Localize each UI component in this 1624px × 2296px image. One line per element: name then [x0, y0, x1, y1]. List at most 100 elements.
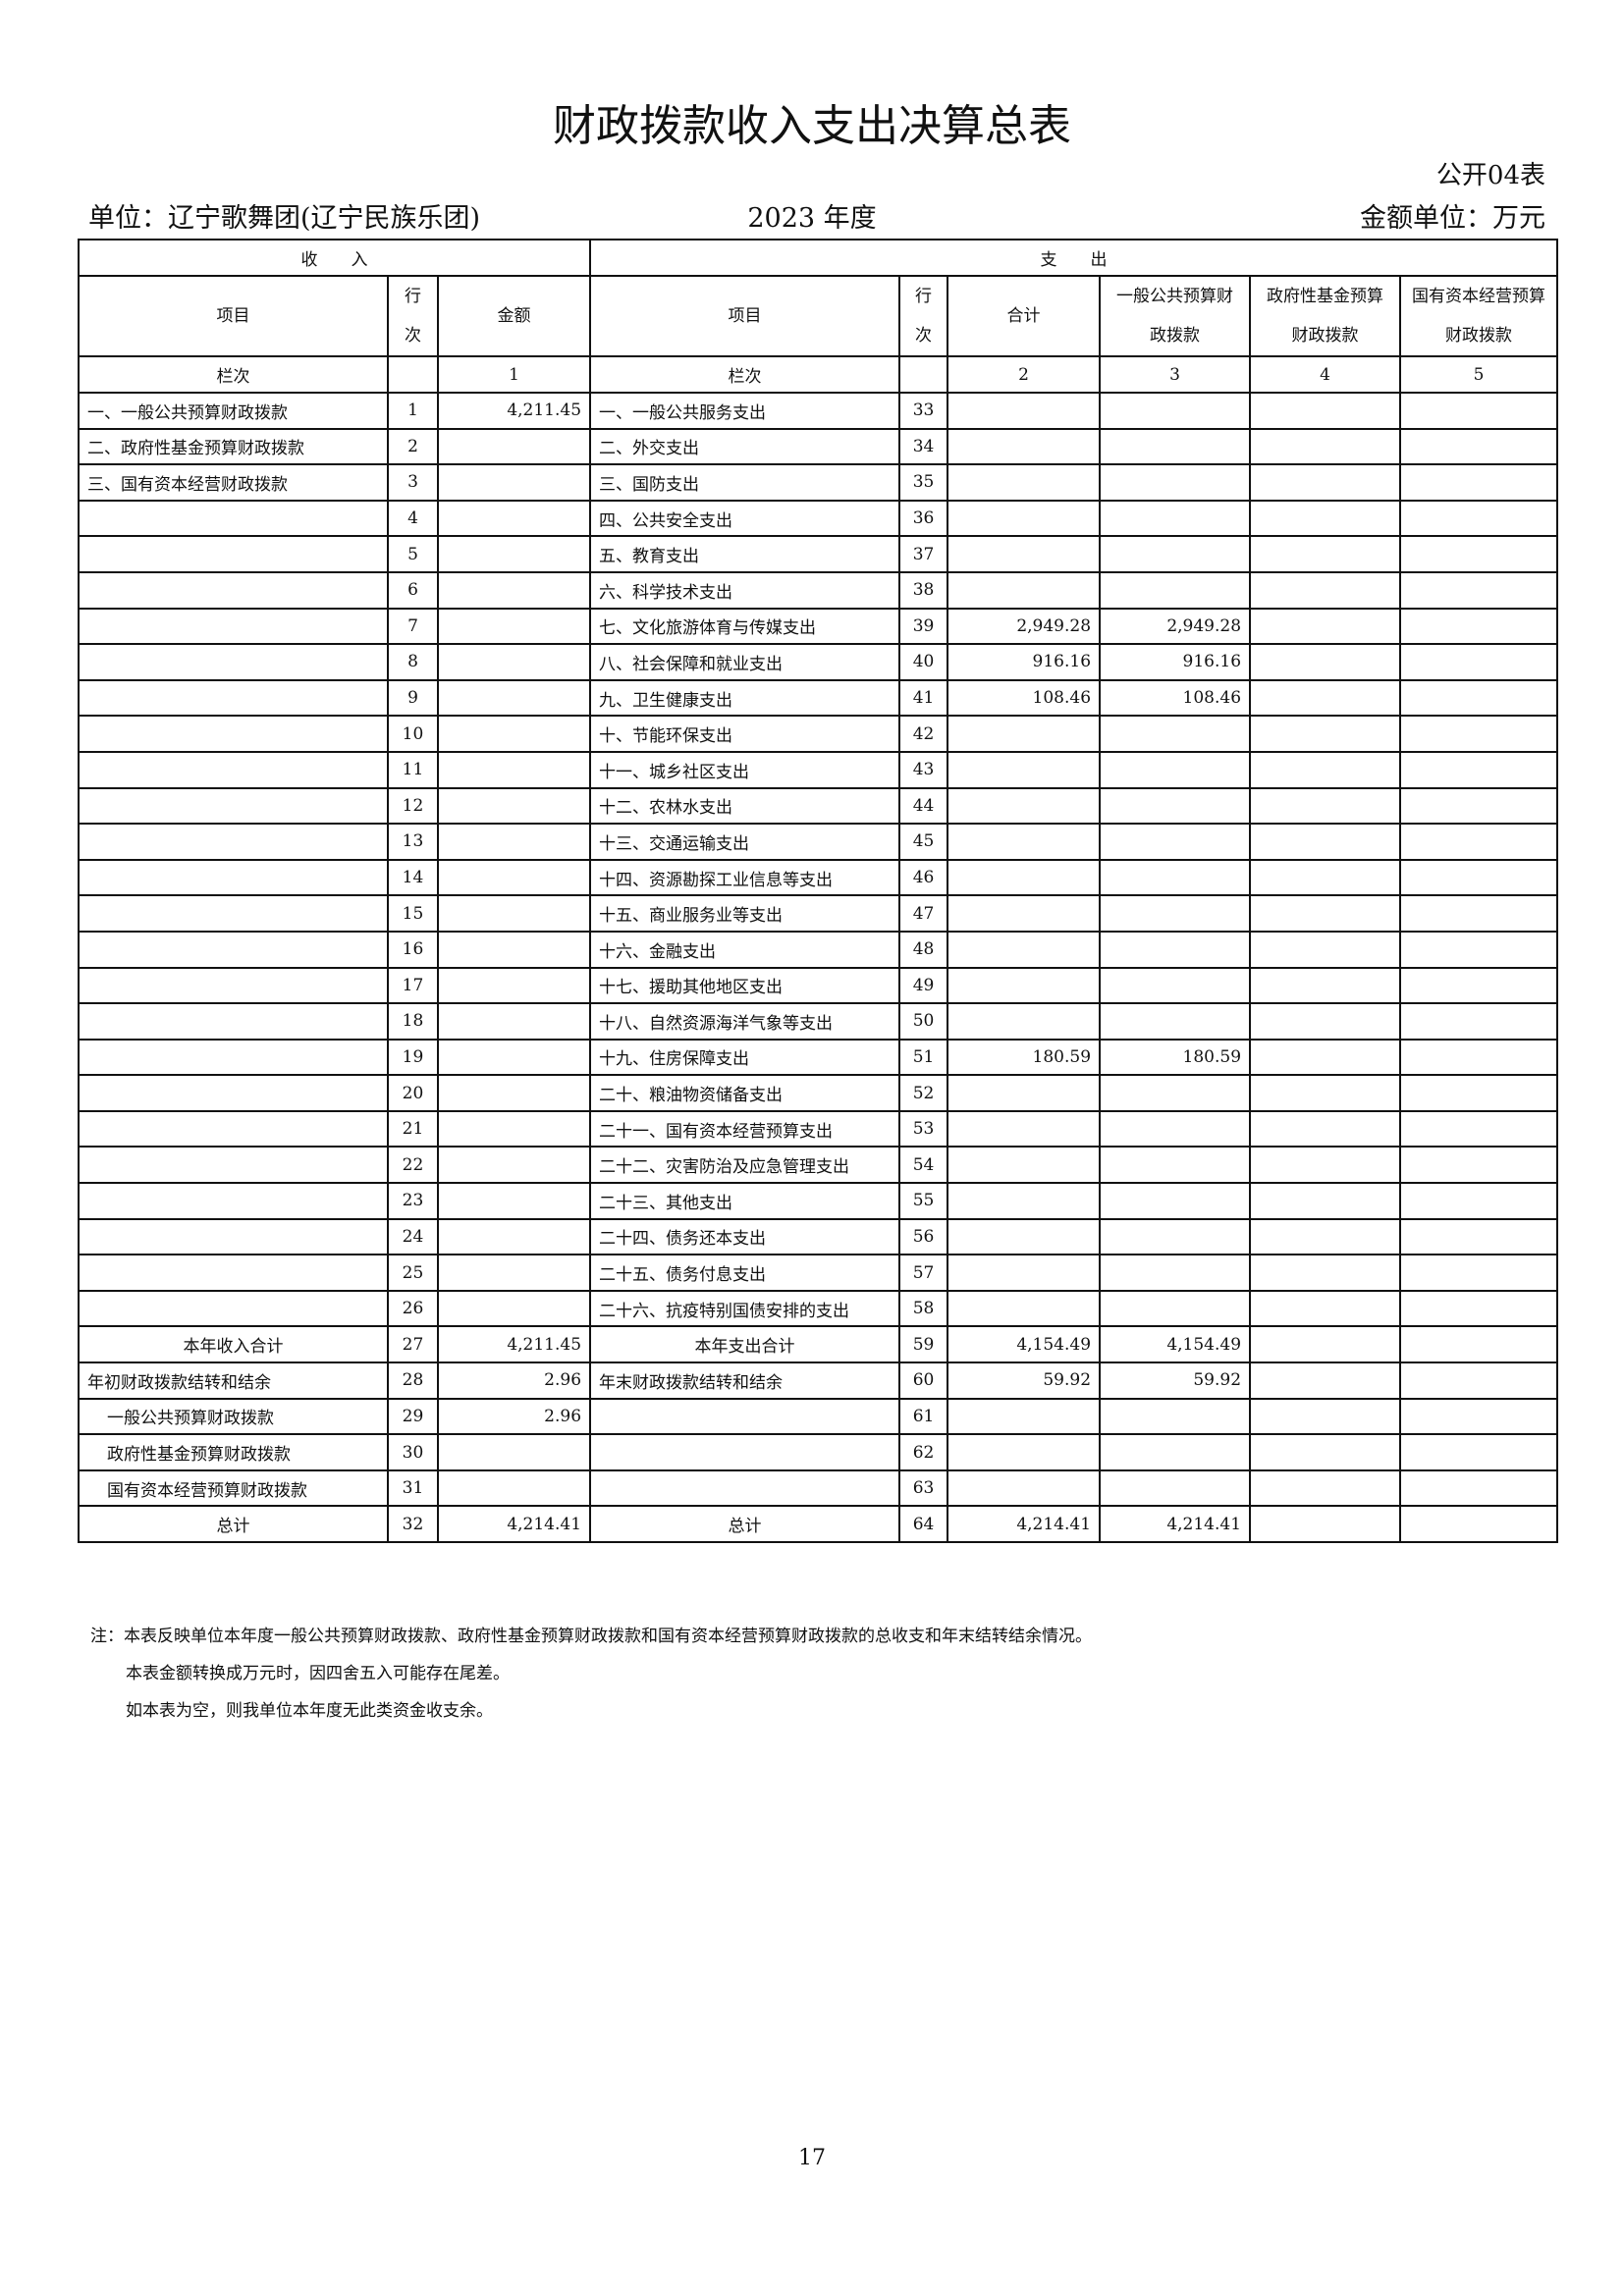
income-item-cell [78, 715, 389, 753]
gov-fund-cell [1249, 966, 1402, 1005]
expense-item-cell: 十二、农林水支出 [589, 786, 901, 826]
state-capital-cell [1399, 570, 1559, 610]
total-cell [947, 715, 1102, 753]
total-cell [947, 427, 1102, 466]
expense-line-cell: 39 [898, 607, 949, 646]
general-cell [1099, 1397, 1252, 1436]
expense-item-cell: 二十五、债务付息支出 [589, 1254, 901, 1292]
state-capital-cell [1399, 1109, 1559, 1148]
income-line-cell: 24 [387, 1217, 439, 1256]
total-cell: 4,214.41 [947, 1505, 1102, 1543]
expense-line-cell: 60 [898, 1362, 949, 1400]
expense-item-cell: 二十三、其他支出 [589, 1182, 901, 1220]
general-header: 一般公共预算财政拨款 [1099, 275, 1252, 357]
table-row: 二、政府性基金预算财政拨款 2 二、外交支出 34 [78, 427, 1559, 466]
income-line-cell: 14 [387, 858, 439, 897]
income-amount-cell [436, 858, 592, 897]
expense-line-cell: 61 [898, 1397, 949, 1436]
expense-item-cell [589, 1433, 901, 1471]
expense-line-cell: 36 [898, 499, 949, 538]
income-item-cell [78, 1002, 389, 1041]
total-cell [947, 570, 1102, 610]
expense-item-cell: 八、社会保障和就业支出 [589, 643, 901, 681]
page-number: 17 [798, 2146, 826, 2170]
state-capital-cell [1399, 930, 1559, 969]
income-line-cell: 8 [387, 643, 439, 681]
gov-fund-cell [1249, 715, 1402, 753]
income-line-cell: 12 [387, 786, 439, 826]
expense-item-cell: 十六、金融支出 [589, 930, 901, 969]
income-item-cell [78, 1217, 389, 1256]
col-label: 栏次 [589, 355, 901, 394]
income-item-cell [78, 570, 389, 610]
general-cell [1099, 535, 1252, 573]
gov-fund-cell [1249, 1505, 1402, 1543]
fiscal-year: 2023 年度 [747, 203, 877, 234]
table-row: 一般公共预算财政拨款 29 2.96 61 [78, 1397, 1559, 1436]
income-line-cell: 27 [387, 1325, 439, 1364]
income-amount-cell [436, 823, 592, 861]
income-item-cell [78, 643, 389, 681]
table-row: 22 二十二、灾害防治及应急管理支出 54 [78, 1146, 1559, 1185]
expense-item-cell: 六、科学技术支出 [589, 570, 901, 610]
general-cell [1099, 1002, 1252, 1041]
income-line-cell: 20 [387, 1074, 439, 1112]
income-line-header: 行次 [387, 275, 439, 357]
general-cell [1099, 1289, 1252, 1328]
general-cell [1099, 1109, 1252, 1148]
general-cell: 4,214.41 [1099, 1505, 1252, 1543]
income-amount-cell [436, 1433, 592, 1471]
general-cell [1099, 894, 1252, 933]
expense-item-cell: 十、节能环保支出 [589, 715, 901, 753]
income-amount-cell [436, 607, 592, 646]
income-line-cell: 16 [387, 930, 439, 969]
budget-table: 收 入 支 出 项目 行次 金额 项目 行次 合计 一般公共预算财政拨款 政府性… [77, 239, 1559, 1543]
table-row: 国有资本经营预算财政拨款 31 63 [78, 1468, 1559, 1508]
income-item-cell: 本年收入合计 [78, 1325, 389, 1364]
expense-line-cell: 38 [898, 570, 949, 610]
gov-fund-cell [1249, 1002, 1402, 1041]
general-cell [1099, 823, 1252, 861]
gov-fund-cell [1249, 643, 1402, 681]
expense-line-cell: 34 [898, 427, 949, 466]
income-line-cell: 1 [387, 392, 439, 430]
expense-item-cell: 二、外交支出 [589, 427, 901, 466]
income-amount-cell [436, 1002, 592, 1041]
state-capital-cell [1399, 1433, 1559, 1471]
income-line-cell: 10 [387, 715, 439, 753]
expense-item-cell: 二十六、抗疫特别国债安排的支出 [589, 1289, 901, 1328]
income-item-header: 项目 [78, 275, 389, 357]
general-cell [1099, 570, 1252, 610]
income-line-cell: 4 [387, 499, 439, 538]
table-row: 23 二十三、其他支出 55 [78, 1182, 1559, 1220]
expense-line-cell: 40 [898, 643, 949, 681]
expense-item-cell: 一、一般公共服务支出 [589, 392, 901, 430]
total-cell [947, 1182, 1102, 1220]
expense-line-cell: 47 [898, 894, 949, 933]
expense-item-cell: 年末财政拨款结转和结余 [589, 1362, 901, 1400]
general-cell [1099, 499, 1252, 538]
income-amount-cell: 4,214.41 [436, 1505, 592, 1543]
income-amount-cell [436, 786, 592, 826]
table-row: 17 十七、援助其他地区支出 49 [78, 966, 1559, 1005]
expense-line-cell: 54 [898, 1146, 949, 1185]
general-cell [1099, 966, 1252, 1005]
general-cell [1099, 463, 1252, 502]
income-item-cell [78, 750, 389, 789]
income-line-cell: 6 [387, 570, 439, 610]
state-capital-cell [1399, 1002, 1559, 1041]
state-capital-cell [1399, 715, 1559, 753]
note: 注：本表反映单位本年度一般公共预算财政拨款、政府性基金预算财政拨款和国有资本经营… [90, 1627, 1092, 1646]
general-cell [1099, 750, 1252, 789]
total-cell: 180.59 [947, 1038, 1102, 1077]
gov-fund-cell [1249, 499, 1402, 538]
income-line-cell: 2 [387, 427, 439, 466]
income-line-cell: 29 [387, 1397, 439, 1436]
expense-item-cell: 十七、援助其他地区支出 [589, 966, 901, 1005]
expense-line-cell: 56 [898, 1217, 949, 1256]
total-cell [947, 966, 1102, 1005]
income-line-cell: 18 [387, 1002, 439, 1041]
expense-line-cell: 50 [898, 1002, 949, 1041]
income-item-cell [78, 607, 389, 646]
